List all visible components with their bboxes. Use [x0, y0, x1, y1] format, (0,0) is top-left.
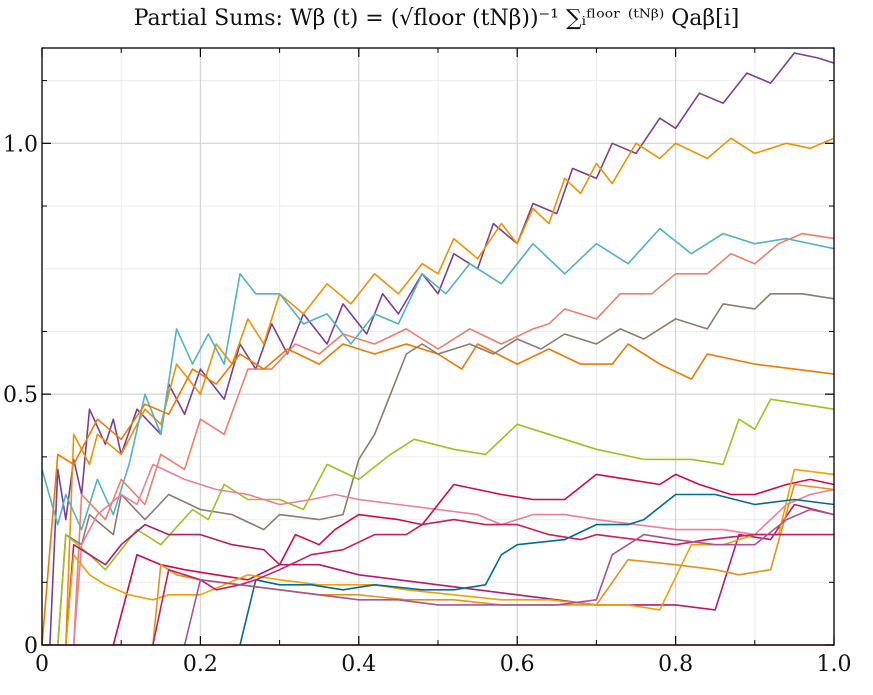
- x-tick-label: 0.2: [183, 652, 218, 677]
- grid-lines: [41, 48, 835, 646]
- series-line-6: [57, 292, 835, 646]
- series-line-2: [65, 137, 835, 646]
- series-line-15: [183, 508, 835, 646]
- y-tick-label: 0: [24, 634, 38, 659]
- series-line-12: [152, 483, 835, 646]
- y-tick-label: 0.5: [3, 383, 38, 408]
- axis-ticks: [41, 48, 835, 646]
- tick-labels: 0 0.2 0.4 0.6 0.8 1.0 0 0.5 1.0: [3, 132, 852, 677]
- series-line-7: [57, 398, 835, 646]
- x-tick-label: 0.4: [341, 652, 376, 677]
- chart-title-text: Partial Sums: Wβ (t) = (√floor (tNβ))⁻¹ …: [133, 6, 740, 31]
- x-tick-label: 0.8: [658, 652, 693, 677]
- series-line-8: [72, 463, 835, 646]
- series-line-4: [72, 232, 835, 646]
- x-tick-label: 1.0: [817, 652, 852, 677]
- series-group: [41, 52, 835, 646]
- series-line-10: [65, 503, 835, 646]
- series-line-1: [49, 52, 835, 646]
- series-line-14: [152, 518, 834, 646]
- x-tick-label: 0: [35, 652, 49, 677]
- y-tick-label: 1.0: [3, 132, 38, 157]
- series-line-13: [239, 493, 835, 646]
- x-tick-label: 0.6: [500, 652, 535, 677]
- chart-title: Partial Sums: Wβ (t) = (√floor (tNβ))⁻¹ …: [0, 6, 873, 31]
- series-line-5: [41, 343, 835, 646]
- series-line-9: [112, 473, 835, 646]
